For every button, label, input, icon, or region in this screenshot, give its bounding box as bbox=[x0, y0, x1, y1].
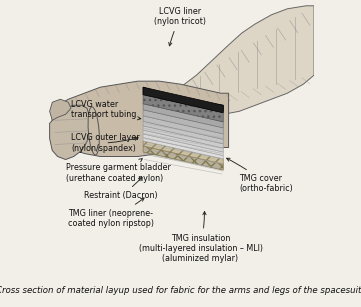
Polygon shape bbox=[143, 95, 223, 122]
Polygon shape bbox=[143, 126, 223, 148]
Polygon shape bbox=[143, 87, 223, 111]
Polygon shape bbox=[180, 6, 314, 114]
Polygon shape bbox=[143, 141, 223, 164]
Polygon shape bbox=[49, 99, 71, 120]
Polygon shape bbox=[143, 146, 223, 170]
Polygon shape bbox=[143, 87, 223, 172]
Polygon shape bbox=[143, 104, 223, 128]
Text: Pressure garment bladder
(urethane coated nylon): Pressure garment bladder (urethane coate… bbox=[66, 159, 170, 183]
Text: LCVG liner
(nylon tricot): LCVG liner (nylon tricot) bbox=[155, 7, 206, 46]
Text: LCVG water
transport tubing: LCVG water transport tubing bbox=[71, 100, 141, 120]
Text: TMG insulation
(multi-layered insulation – MLI)
(aluminized mylar): TMG insulation (multi-layered insulation… bbox=[139, 212, 262, 263]
Text: TMG cover
(ortho-fabric): TMG cover (ortho-fabric) bbox=[227, 158, 293, 193]
Polygon shape bbox=[52, 81, 229, 157]
Polygon shape bbox=[143, 130, 223, 152]
Polygon shape bbox=[143, 134, 223, 156]
Text: LCVG outer layer
(nylon/spandex): LCVG outer layer (nylon/spandex) bbox=[71, 133, 140, 153]
Polygon shape bbox=[143, 87, 223, 113]
Text: Cross section of material layup used for fabric for the arms and legs of the spa: Cross section of material layup used for… bbox=[0, 286, 361, 295]
Polygon shape bbox=[143, 116, 223, 139]
Text: Restraint (Dacron): Restraint (Dacron) bbox=[84, 177, 158, 200]
Polygon shape bbox=[143, 110, 223, 134]
Text: TMG liner (neoprene-
coated nylon ripstop): TMG liner (neoprene- coated nylon ripsto… bbox=[68, 198, 154, 228]
Ellipse shape bbox=[88, 107, 99, 155]
Polygon shape bbox=[49, 105, 90, 160]
Polygon shape bbox=[143, 138, 223, 159]
Polygon shape bbox=[143, 121, 223, 144]
